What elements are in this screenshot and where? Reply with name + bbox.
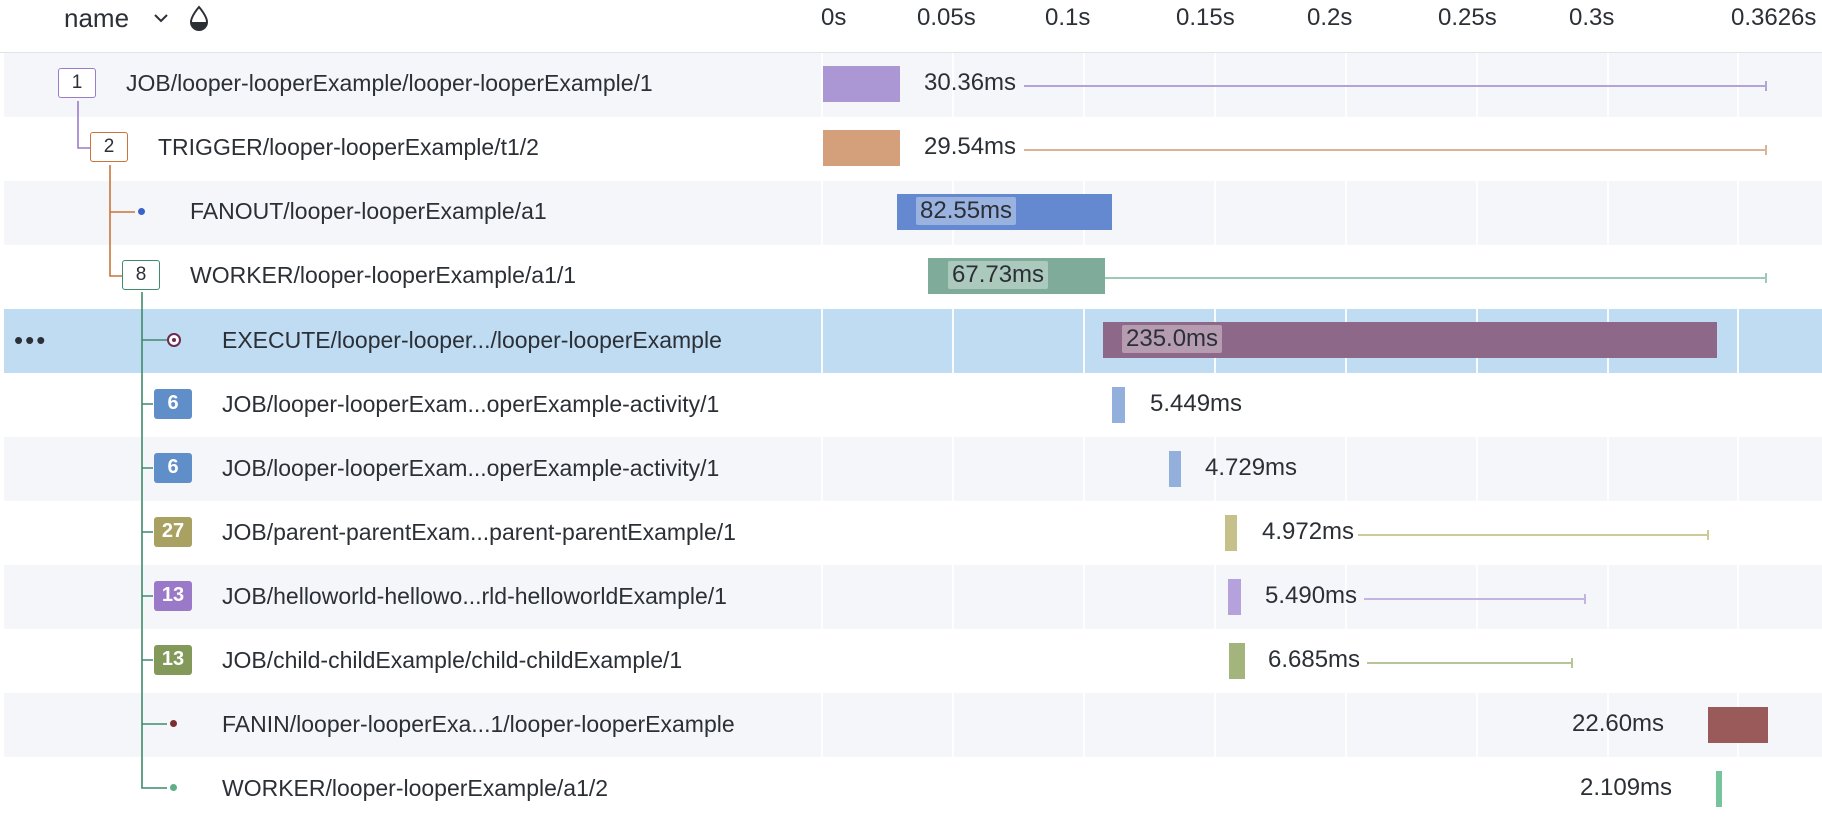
- span-tail-cap: [1707, 530, 1709, 540]
- span-bar[interactable]: [823, 66, 900, 102]
- span-duration: 5.490ms: [1265, 582, 1358, 609]
- child-count-badge[interactable]: 6: [154, 453, 192, 483]
- child-count-badge[interactable]: 1: [58, 68, 96, 98]
- span-duration: 22.60ms: [1572, 710, 1665, 737]
- span-name: TRIGGER/looper-looperExample/t1/2: [158, 134, 539, 160]
- grid-line: [1607, 53, 1609, 808]
- child-count-badge[interactable]: 13: [154, 645, 192, 675]
- span-duration: 4.972ms: [1262, 518, 1355, 545]
- span-name: JOB/looper-looperExam...operExample-acti…: [222, 391, 720, 417]
- span-ring-icon: [167, 333, 181, 347]
- timeline-header: name 0s 0.05s 0.1s 0.15s 0.2s 0.25s 0.3s…: [0, 0, 1822, 53]
- time-tick: 0s: [821, 4, 847, 31]
- child-count-badge[interactable]: 6: [154, 389, 192, 419]
- droplet-icon[interactable]: [186, 4, 212, 32]
- span-row[interactable]: [4, 565, 1822, 629]
- span-bar[interactable]: [1112, 387, 1125, 423]
- span-tail: [1367, 662, 1572, 664]
- span-name: JOB/helloworld-hellowo...rld-helloworldE…: [222, 583, 727, 609]
- span-duration: 30.36ms: [924, 69, 1017, 96]
- span-name: JOB/looper-looperExam...operExample-acti…: [222, 455, 720, 481]
- span-name: WORKER/looper-looperExample/a1/1: [190, 262, 577, 288]
- chevron-down-icon[interactable]: [150, 6, 172, 30]
- span-name: JOB/parent-parentExam...parent-parentExa…: [222, 519, 736, 545]
- grid-line: [1083, 53, 1085, 808]
- span-name: WORKER/looper-looperExample/a1/2: [222, 775, 609, 801]
- span-duration: 4.729ms: [1205, 454, 1298, 481]
- span-duration: 67.73ms: [948, 261, 1049, 289]
- span-bar[interactable]: [1229, 643, 1245, 679]
- span-bar[interactable]: [1716, 771, 1722, 807]
- span-duration: 82.55ms: [916, 197, 1017, 225]
- span-name: JOB/child-childExample/child-childExampl…: [222, 647, 683, 673]
- span-bar[interactable]: [1169, 451, 1181, 487]
- span-dot-icon: [138, 208, 145, 215]
- span-tail-cap: [1765, 145, 1767, 155]
- span-duration: 2.109ms: [1580, 774, 1673, 801]
- child-count-badge[interactable]: 27: [154, 517, 192, 547]
- time-tick: 0.25s: [1438, 4, 1497, 31]
- span-tail: [1364, 598, 1585, 600]
- time-tick: 0.15s: [1176, 4, 1235, 31]
- span-name: FANOUT/looper-looperExample/a1: [190, 198, 547, 224]
- span-duration: 29.54ms: [924, 133, 1017, 160]
- span-name: FANIN/looper-looperExa...1/looper-looper…: [222, 711, 735, 737]
- span-tail-cap: [1571, 658, 1573, 668]
- span-duration: 6.685ms: [1268, 646, 1361, 673]
- span-dot-icon: [170, 720, 177, 727]
- span-name: EXECUTE/looper-looper.../looper-looperEx…: [222, 327, 722, 353]
- span-bar[interactable]: [1225, 515, 1237, 551]
- time-tick: 0.1s: [1045, 4, 1091, 31]
- span-row[interactable]: [4, 693, 1822, 757]
- child-count-badge[interactable]: 13: [154, 581, 192, 611]
- span-row[interactable]: [4, 437, 1822, 501]
- grid-line: [1345, 53, 1347, 808]
- span-name: JOB/looper-looperExample/looper-looperEx…: [126, 70, 653, 96]
- span-dot-icon: [170, 784, 177, 791]
- span-duration: 5.449ms: [1150, 390, 1243, 417]
- more-options-button[interactable]: •••: [14, 325, 48, 355]
- grid-line: [1476, 53, 1478, 808]
- time-tick: 0.3626s: [1731, 4, 1817, 31]
- name-column-header[interactable]: name: [64, 3, 130, 33]
- grid-line: [952, 53, 954, 808]
- span-tail-cap: [1765, 81, 1767, 91]
- span-tail: [1024, 149, 1766, 151]
- grid-line: [821, 53, 823, 808]
- span-tail-cap: [1584, 594, 1586, 604]
- time-tick: 0.2s: [1307, 4, 1353, 31]
- span-tail: [1358, 534, 1708, 536]
- span-bar[interactable]: [897, 194, 1112, 230]
- time-tick: 0.05s: [917, 4, 976, 31]
- span-bar[interactable]: [928, 258, 1105, 294]
- span-bar[interactable]: [1228, 579, 1241, 615]
- child-count-badge[interactable]: 2: [90, 132, 128, 162]
- span-bar[interactable]: [1708, 707, 1768, 743]
- time-tick: 0.3s: [1569, 4, 1615, 31]
- span-tail: [1024, 85, 1766, 87]
- span-bar[interactable]: [823, 130, 900, 166]
- child-count-badge[interactable]: 8: [122, 260, 160, 290]
- span-duration: 235.0ms: [1122, 325, 1223, 353]
- span-tail-cap: [1765, 273, 1767, 283]
- span-tail: [1105, 277, 1766, 279]
- grid-line: [1214, 53, 1216, 808]
- span-bar[interactable]: [1103, 322, 1717, 358]
- grid-line: [1737, 53, 1739, 808]
